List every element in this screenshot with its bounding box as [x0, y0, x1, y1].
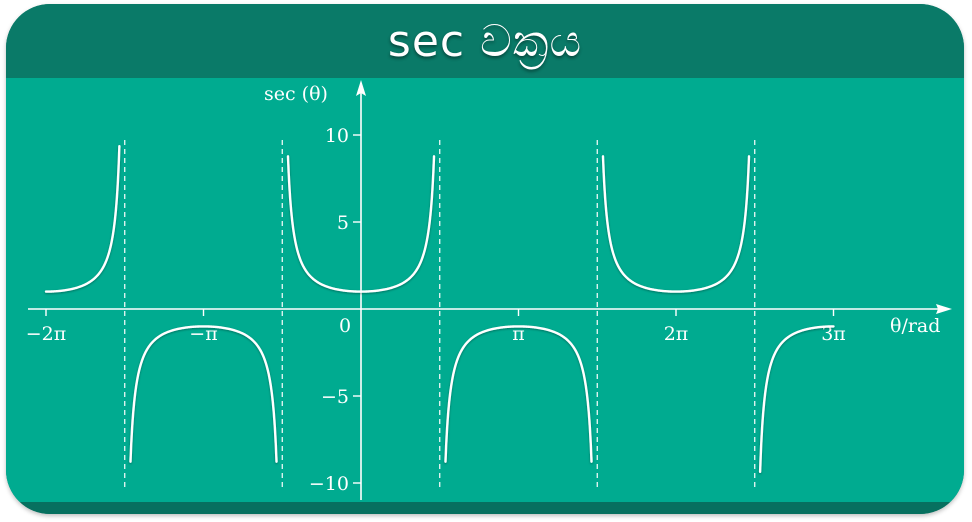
asymptote-layer	[124, 140, 756, 488]
y-tick-label: −5	[321, 386, 349, 408]
y-tick-label: −10	[309, 473, 349, 495]
sec-curve-branch	[444, 325, 593, 463]
sec-curve-branch	[44, 145, 121, 293]
y-axis-title: sec (θ)	[264, 83, 328, 105]
x-tick-label: π	[512, 323, 525, 345]
chart-card: sec වක්‍රය −2π −π π 2π 3π 10 5 −5 −10 sec (θ) θ/…	[6, 4, 964, 514]
x-axis-arrow-icon	[936, 304, 952, 314]
y-tick-label: 5	[337, 212, 349, 234]
sec-curve-branch	[758, 325, 835, 473]
axes-layer	[28, 80, 952, 500]
sec-curve-branch	[129, 325, 278, 463]
y-tick-label: 10	[325, 125, 349, 147]
x-tick-label: 2π	[664, 323, 689, 345]
x-tick-label: −π	[189, 323, 217, 345]
y-axis-arrow-icon	[356, 80, 366, 96]
sec-chart: −2π −π π 2π 3π 10 5 −5 −10 sec (θ) θ/rad 0	[26, 80, 952, 500]
curve-layer	[44, 145, 835, 473]
sec-curve-branch	[601, 155, 751, 293]
bottom-band	[6, 502, 964, 514]
plot-area	[6, 78, 964, 502]
header-bar: sec වක්‍රය	[6, 4, 964, 78]
origin-label: 0	[339, 315, 351, 337]
tick-layer: −2π −π π 2π 3π 10 5 −5 −10	[26, 125, 846, 495]
sec-curve-branch	[286, 155, 436, 293]
x-axis-title: θ/rad	[890, 315, 940, 337]
page-title: sec වක්‍රය	[387, 15, 583, 67]
x-tick-label: 3π	[821, 323, 846, 345]
x-tick-label: −2π	[26, 323, 67, 345]
